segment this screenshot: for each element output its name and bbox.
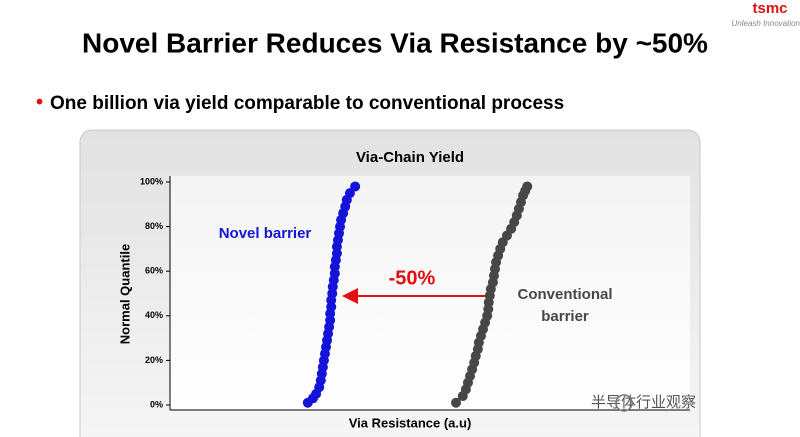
- plot-area: [170, 176, 690, 410]
- series-label: Novel barrier: [218, 225, 312, 242]
- point: [522, 181, 533, 192]
- series-label: Conventional barrier: [517, 286, 613, 325]
- y-tick-label: 60%: [145, 266, 163, 276]
- slide-title: Novel Barrier Reduces Via Resistance by …: [82, 27, 708, 58]
- tagline: Unleash Innovation: [732, 19, 800, 28]
- y-tick-label: 100%: [140, 176, 163, 186]
- x-axis-label: Via Resistance (a.u): [349, 415, 472, 430]
- point: [451, 397, 461, 408]
- annotation: -50%: [389, 267, 436, 289]
- y-tick-label: 40%: [145, 310, 163, 320]
- bullet-mark: •: [36, 91, 43, 113]
- y-tick-label: 20%: [145, 355, 163, 365]
- watermark-icon: [615, 394, 633, 412]
- watermark: 半导体行业观察: [591, 393, 696, 411]
- logo: tsmc: [752, 0, 787, 17]
- y-axis-label: Normal Quantile: [117, 244, 132, 344]
- point: [350, 181, 361, 192]
- y-tick-label: 0%: [150, 399, 163, 409]
- bullet-text: One billion via yield comparable to conv…: [50, 93, 564, 114]
- y-tick-label: 80%: [145, 221, 163, 231]
- chart-title: Via-Chain Yield: [356, 149, 464, 166]
